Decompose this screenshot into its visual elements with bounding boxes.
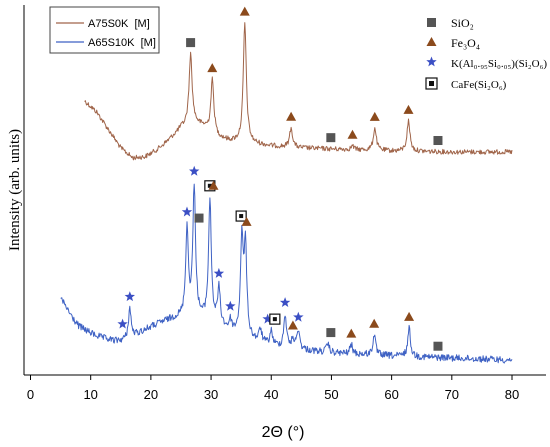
x-tick-label-50: 50 — [324, 387, 338, 402]
phase-markers — [117, 6, 443, 351]
phase-marker-triangle-1 — [207, 63, 218, 73]
x-tick-label-70: 70 — [445, 387, 459, 402]
phase-marker-triangle-5 — [347, 129, 358, 139]
series-line-0 — [84, 22, 513, 161]
x-tick-label-60: 60 — [384, 387, 398, 402]
phase-legend-star-icon — [426, 56, 437, 67]
phase-legend-label-fe3o4: Fe₃O₄ — [451, 36, 480, 50]
phase-marker-star-22 — [279, 297, 291, 307]
phase-marker-triangle-6 — [369, 111, 380, 121]
series-curves — [60, 22, 513, 364]
axes: 0 10 20 30 40 50 60 70 80 — [23, 5, 546, 402]
phase-legend-label-kalsi: K(Al₀.₉₅Si₀.₀₅)(Si₂O₆) — [451, 58, 547, 70]
series-legend-box — [49, 6, 160, 54]
series-legend-label-1: A65S10K [M] — [88, 37, 156, 49]
phase-legend-label-cafe: CaFe(Si₂O₆) — [451, 79, 507, 91]
phase-legend-square-icon — [427, 18, 436, 27]
x-ticks: 0 10 20 30 40 50 60 70 80 — [27, 375, 519, 402]
phase-marker-boxed-square-18-inner — [239, 214, 244, 219]
phase-marker-square-4 — [326, 133, 336, 143]
phase-marker-triangle-23 — [287, 320, 298, 330]
phase-marker-triangle-3 — [286, 111, 297, 121]
phase-marker-star-10 — [124, 291, 135, 302]
x-tick-label-0: 0 — [27, 387, 34, 402]
phase-marker-square-13 — [194, 213, 204, 223]
phase-legend-label-sio2: SiO₂ — [451, 16, 474, 30]
phase-marker-star-24 — [293, 311, 304, 322]
x-axis-label: 2Θ (°) — [262, 424, 305, 441]
series-legend-label-0: A75S0K [M] — [88, 18, 150, 30]
phase-marker-triangle-19 — [241, 216, 252, 226]
phase-marker-star-9 — [117, 318, 128, 329]
series-legend: A75S0K [M] A65S10K [M] — [49, 6, 160, 54]
phase-marker-boxed-square-14-inner — [207, 183, 212, 188]
phase-marker-triangle-28 — [404, 311, 415, 321]
phase-marker-triangle-15 — [208, 180, 219, 190]
phase-legend: SiO₂ Fe₃O₄ K(Al₀.₉₅Si₀.₀₅)(Si₂O₆) CaFe(S… — [425, 16, 547, 91]
phase-marker-star-11 — [181, 206, 193, 217]
phase-marker-square-29 — [433, 341, 443, 351]
phase-marker-star-20 — [262, 313, 273, 324]
y-axis-label: Intensity (arb. units) — [7, 129, 23, 251]
phase-legend-triangle-icon — [426, 37, 437, 46]
phase-marker-triangle-26 — [346, 328, 357, 338]
phase-marker-triangle-2 — [239, 6, 250, 16]
x-tick-label-10: 10 — [83, 387, 97, 402]
phase-marker-square-0 — [186, 38, 196, 48]
phase-marker-star-17 — [225, 300, 236, 311]
phase-marker-triangle-7 — [403, 104, 414, 114]
phase-marker-square-8 — [433, 136, 443, 146]
x-tick-label-30: 30 — [204, 387, 218, 402]
phase-legend-boxed-square-inner — [429, 81, 434, 86]
x-tick-label-80: 80 — [505, 387, 519, 402]
x-tick-label-40: 40 — [264, 387, 278, 402]
x-tick-label-20: 20 — [144, 387, 158, 402]
phase-marker-square-25 — [326, 328, 336, 338]
phase-marker-star-16 — [213, 267, 225, 278]
phase-marker-triangle-27 — [369, 318, 380, 328]
phase-marker-star-12 — [189, 165, 200, 176]
series-line-1 — [60, 183, 513, 364]
phase-marker-boxed-square-21-inner — [272, 317, 277, 322]
